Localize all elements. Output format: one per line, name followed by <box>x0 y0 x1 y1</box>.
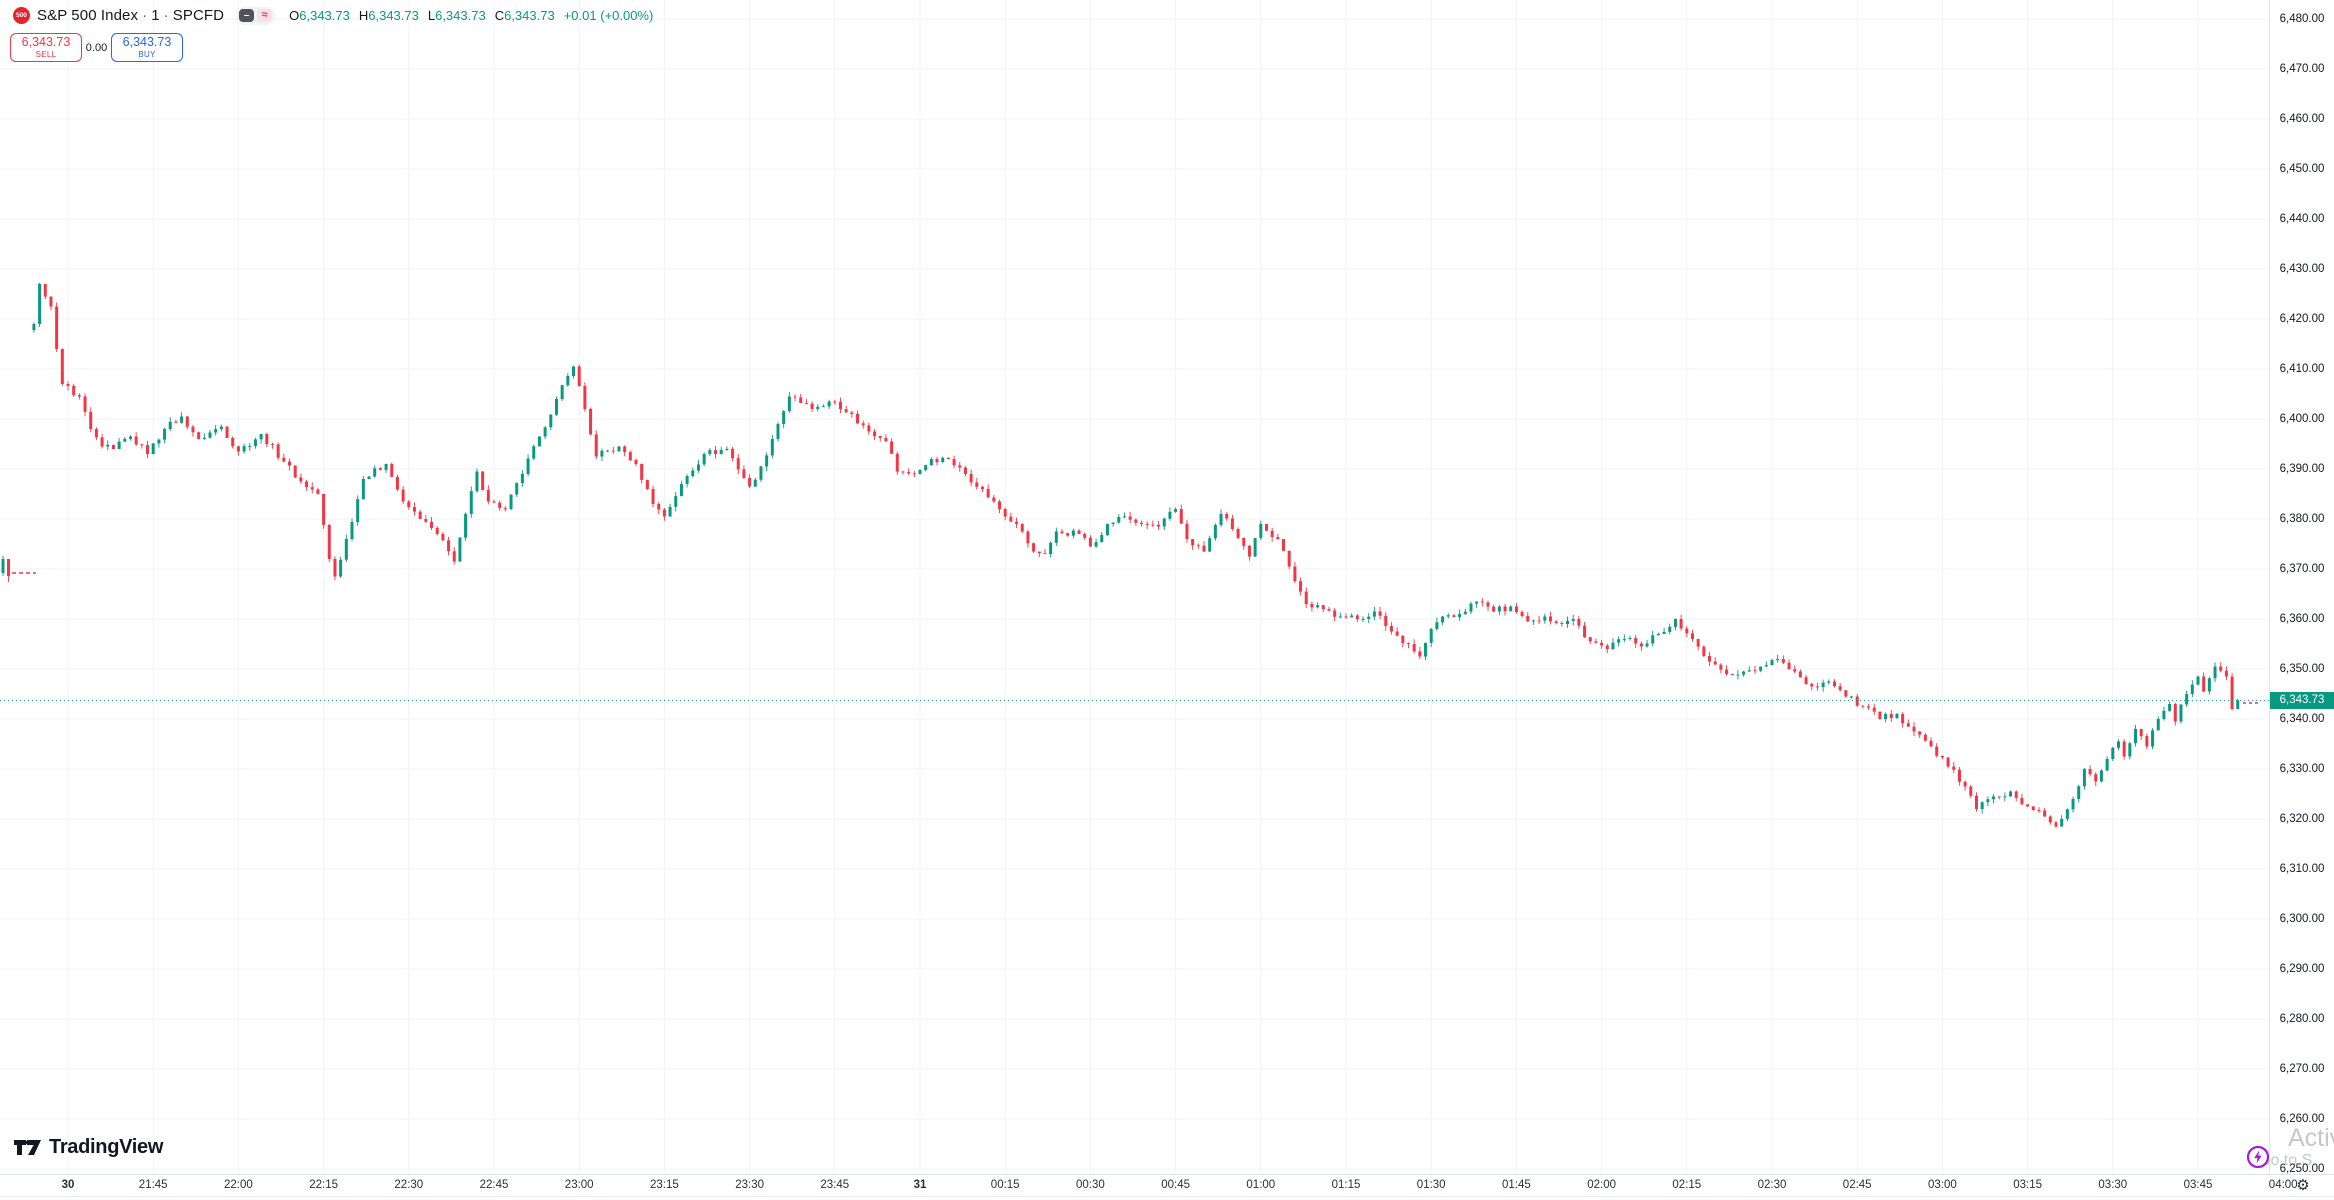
price-tick-label: 6,380.00 <box>2279 513 2325 525</box>
time-tick-label: 02:00 <box>1587 1179 1616 1191</box>
approx-icon[interactable]: ≈ <box>257 9 273 22</box>
time-tick-label: 22:00 <box>224 1179 253 1191</box>
time-tick-label: 04:00 <box>2268 1179 2298 1191</box>
symbol-interval: 1 <box>151 7 160 24</box>
time-tick-label: 23:15 <box>650 1179 679 1191</box>
buy-button[interactable]: 6,343.73 BUY <box>111 33 183 62</box>
price-tick-label: 6,440.00 <box>2279 213 2325 225</box>
price-tick-label: 6,420.00 <box>2279 313 2325 325</box>
indicator-flags: – ≈ <box>236 6 276 25</box>
price-tick-label: 6,450.00 <box>2279 163 2325 175</box>
tradingview-logo[interactable]: TradingView <box>14 1136 163 1159</box>
time-tick-label: 01:00 <box>1246 1179 1276 1191</box>
candlestick-chart[interactable] <box>0 0 2334 1174</box>
symbol-header: 500 S&P 500 Index · 1 · SPCFD – ≈ O6,343.73 H… <box>13 6 653 25</box>
gear-icon[interactable]: ⚙ <box>2296 1177 2310 1194</box>
current-price-tag: 6,343.73 <box>2270 691 2334 709</box>
bottom-border <box>0 1196 2334 1197</box>
trade-panel: 6,343.73 SELL 0.00 6,343.73 BUY <box>10 33 183 62</box>
price-tick-label: 6,340.00 <box>2279 713 2325 725</box>
buy-label: BUY <box>138 49 156 59</box>
time-tick-label: 22:45 <box>479 1179 509 1191</box>
price-tick-label: 6,290.00 <box>2279 963 2325 975</box>
price-axis-border <box>2269 0 2270 1174</box>
ohlc-readout: O6,343.73 H6,343.73 L6,343.73 C6,343.73 +0.0… <box>289 8 653 23</box>
symbol-logo[interactable]: 500 <box>13 7 30 24</box>
time-axis[interactable]: 30 21:45 22:00 22:15 22:30 22:45 23:00 23:15 23:… <box>0 1174 2334 1197</box>
price-tick-label: 6,310.00 <box>2279 863 2325 875</box>
tradingview-logo-text: TradingView <box>49 1136 164 1158</box>
time-tick-label: 30 <box>61 1179 75 1191</box>
time-tick-label: 23:30 <box>735 1179 764 1191</box>
buy-price: 6,343.73 <box>122 35 172 50</box>
tradingview-logo-icon <box>14 1139 41 1155</box>
price-tick-label: 6,430.00 <box>2279 263 2325 275</box>
price-tick-label: 6,260.00 <box>2279 1113 2325 1125</box>
ohlc-item: L6,343.73 <box>427 8 486 23</box>
instant-order-icon[interactable] <box>2246 1145 2270 1169</box>
time-tick-label: 23:00 <box>564 1179 594 1191</box>
sell-label: SELL <box>35 49 57 59</box>
time-tick-label: 01:15 <box>1331 1179 1361 1191</box>
time-tick-label: 03:00 <box>1928 1179 1957 1191</box>
spread-value: 0.00 <box>82 39 111 56</box>
time-tick-label: 22:30 <box>394 1179 424 1191</box>
activation-watermark-line2: Go to S <box>2258 1152 2313 1169</box>
time-tick-label: 22:15 <box>309 1179 338 1191</box>
price-tick-label: 6,250.00 <box>2279 1163 2325 1175</box>
price-tick-label: 6,470.00 <box>2279 63 2325 75</box>
title-separator: · <box>163 7 169 24</box>
price-tick-label: 6,320.00 <box>2279 813 2325 825</box>
price-tick-label: 6,410.00 <box>2279 363 2325 375</box>
time-tick-label: 21:45 <box>138 1179 168 1191</box>
time-tick-label: 03:15 <box>2013 1179 2042 1191</box>
time-tick-label: 23:45 <box>820 1179 850 1191</box>
activation-watermark-line1: Activa <box>2288 1124 2334 1152</box>
sell-button[interactable]: 6,343.73 SELL <box>10 33 82 62</box>
minus-icon[interactable]: – <box>239 9 255 22</box>
price-tick-label: 6,480.00 <box>2279 13 2325 25</box>
symbol-title[interactable]: S&P 500 Index · 1 · SPCFD <box>37 7 224 24</box>
symbol-name: S&P 500 Index <box>37 7 139 24</box>
time-tick-label: 00:30 <box>1076 1179 1105 1191</box>
sell-price: 6,343.73 <box>21 35 71 50</box>
time-tick-label: 00:15 <box>990 1179 1020 1191</box>
time-tick-label: 01:45 <box>1502 1179 1531 1191</box>
time-tick-label: 03:30 <box>2098 1179 2128 1191</box>
price-tick-label: 6,460.00 <box>2279 113 2325 125</box>
price-tick-label: 6,330.00 <box>2279 763 2325 775</box>
time-tick-label: 02:30 <box>1757 1179 1787 1191</box>
price-tick-label: 6,360.00 <box>2279 613 2325 625</box>
price-tick-label: 6,350.00 <box>2279 663 2325 675</box>
price-tick-label: 6,370.00 <box>2279 563 2325 575</box>
time-axis-border <box>0 1174 2334 1175</box>
time-tick-label: 00:45 <box>1161 1179 1190 1191</box>
time-tick-label: 03:45 <box>2183 1179 2213 1191</box>
price-tick-label: 6,280.00 <box>2279 1013 2325 1025</box>
change-readout: +0.01 (+0.00%) <box>563 8 654 23</box>
price-tick-label: 6,400.00 <box>2279 413 2325 425</box>
symbol-exchange: SPCFD <box>172 7 225 24</box>
time-tick-label: 01:30 <box>1416 1179 1446 1191</box>
price-tick-label: 6,270.00 <box>2279 1063 2325 1075</box>
ohlc-item: O6,343.73 <box>289 8 350 23</box>
price-tick-label: 6,300.00 <box>2279 913 2325 925</box>
title-separator: · <box>142 7 148 24</box>
price-tick-label: 6,390.00 <box>2279 463 2325 475</box>
ohlc-item: C6,343.73 <box>494 8 555 23</box>
ohlc-item: H6,343.73 <box>358 8 419 23</box>
price-axis[interactable]: 6,250.00 6,260.00 6,270.00 6,280.00 6,290.00… <box>2270 0 2334 1175</box>
time-tick-label: 02:45 <box>1842 1179 1872 1191</box>
time-tick-label: 02:15 <box>1672 1179 1702 1191</box>
time-tick-label: 31 <box>913 1179 927 1191</box>
